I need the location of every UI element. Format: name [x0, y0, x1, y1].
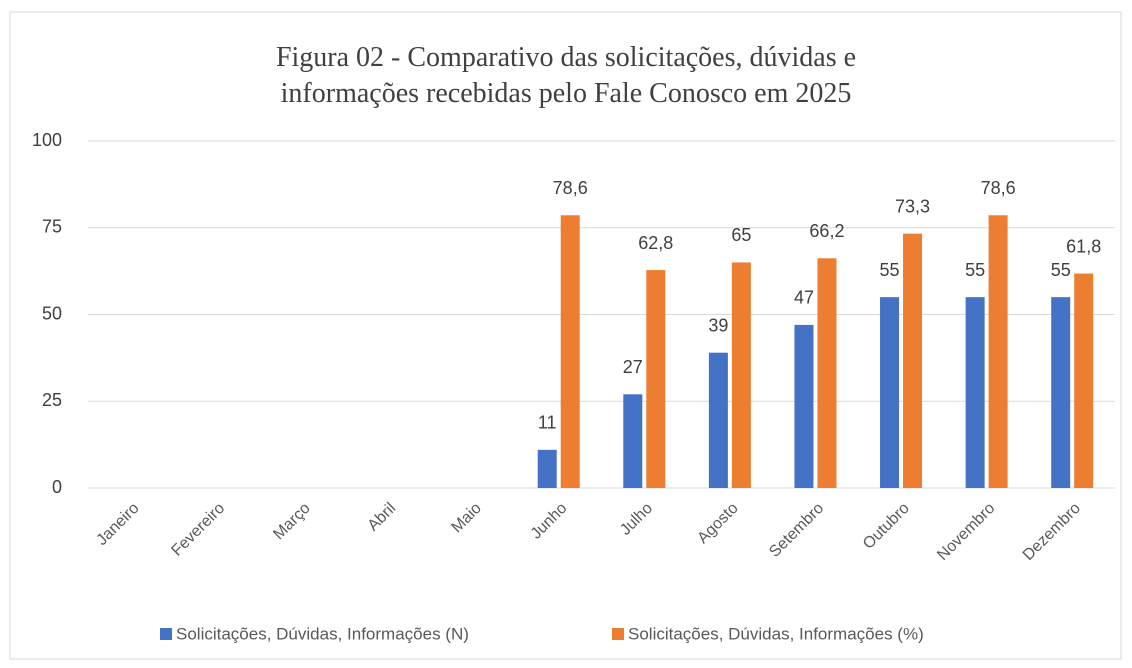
bar — [560, 215, 580, 488]
data-label: 55 — [880, 260, 900, 280]
y-tick-label: 0 — [52, 477, 62, 497]
x-tick-label: Julho — [617, 500, 656, 539]
bar — [537, 449, 557, 488]
data-label: 55 — [1051, 260, 1071, 280]
x-tick-label: Janeiro — [93, 500, 142, 549]
bar — [794, 324, 814, 488]
data-label: 47 — [794, 288, 814, 308]
bar — [1074, 273, 1094, 488]
x-tick-label: Dezembro — [1020, 500, 1084, 564]
data-label: 78,6 — [981, 178, 1016, 198]
bar — [817, 258, 837, 488]
legend-label: Solicitações, Dúvidas, Informações (%) — [628, 624, 924, 643]
x-tick-label: Abril — [365, 500, 400, 535]
bar — [646, 270, 666, 488]
x-tick-label: Agosto — [694, 500, 741, 547]
data-label: 11 — [538, 413, 557, 433]
bar — [731, 262, 751, 488]
y-tick-label: 75 — [42, 217, 62, 237]
data-label: 27 — [623, 357, 643, 377]
x-tick-label: Setembro — [766, 500, 827, 561]
x-tick-label: Novembro — [934, 500, 998, 564]
bar — [880, 297, 900, 488]
data-label: 78,6 — [553, 178, 588, 198]
data-label: 73,3 — [895, 196, 930, 216]
x-tick-label: Outubro — [860, 500, 913, 553]
data-label: 39 — [708, 315, 728, 335]
legend-swatch — [160, 628, 172, 640]
data-label: 55 — [965, 260, 985, 280]
bar — [1051, 297, 1071, 488]
chart-border — [9, 11, 1122, 660]
x-tick-label: Março — [270, 500, 314, 544]
legend-swatch — [612, 628, 624, 640]
data-label: 62,8 — [638, 233, 673, 253]
x-tick-label: Junho — [528, 500, 571, 543]
bar — [903, 233, 923, 488]
data-label: 65 — [731, 225, 751, 245]
bar — [623, 394, 643, 488]
legend-label: Solicitações, Dúvidas, Informações (N) — [176, 624, 469, 643]
bar — [988, 215, 1008, 488]
data-label: 66,2 — [809, 221, 844, 241]
bar — [965, 297, 985, 488]
y-tick-label: 25 — [42, 390, 62, 410]
data-label: 61,8 — [1066, 236, 1101, 256]
bar — [708, 352, 728, 488]
chart-title: Figura 02 - Comparativo das solicitações… — [275, 42, 857, 109]
x-tick-label: Maio — [448, 500, 485, 537]
y-tick-label: 50 — [42, 303, 62, 323]
y-tick-label: 100 — [32, 130, 62, 150]
x-tick-label: Fevereiro — [168, 500, 228, 560]
